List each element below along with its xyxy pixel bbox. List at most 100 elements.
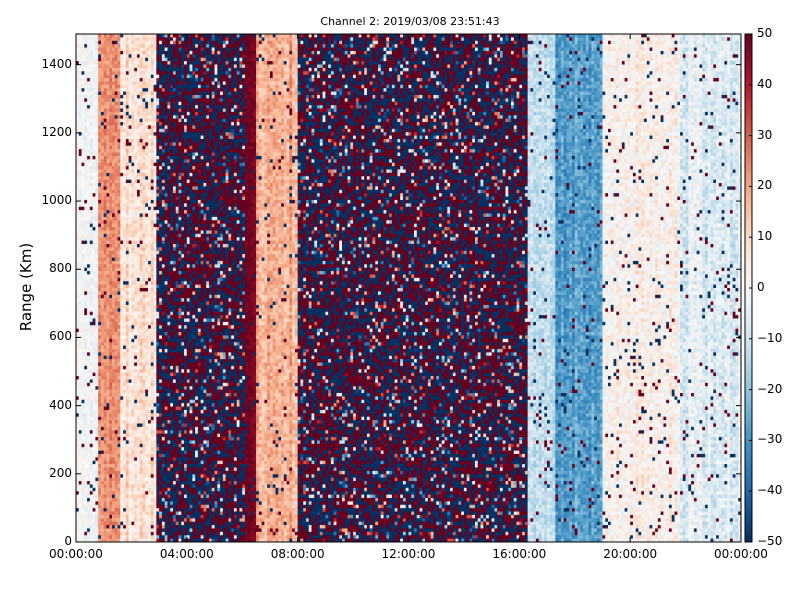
heatmap-cell bbox=[165, 115, 168, 119]
heatmap-cell bbox=[154, 410, 157, 414]
heatmap-cell bbox=[137, 78, 140, 82]
heatmap-cell bbox=[109, 183, 112, 187]
heatmap-cell bbox=[112, 522, 115, 526]
heatmap-cell bbox=[131, 142, 134, 146]
heatmap-cell bbox=[123, 484, 126, 488]
heatmap-cell bbox=[82, 515, 85, 519]
heatmap-cell bbox=[134, 508, 137, 512]
heatmap-cell bbox=[112, 217, 115, 221]
heatmap-cell bbox=[82, 264, 85, 268]
heatmap-cell bbox=[156, 213, 159, 217]
heatmap-cell bbox=[143, 339, 146, 343]
heatmap-cell bbox=[98, 81, 101, 85]
heatmap-cell bbox=[129, 132, 132, 136]
heatmap-cell bbox=[84, 102, 87, 106]
heatmap-cell bbox=[104, 109, 107, 113]
heatmap-cell bbox=[82, 363, 85, 367]
heatmap-cell bbox=[112, 484, 115, 488]
heatmap-cell bbox=[140, 274, 143, 278]
heatmap-cell bbox=[131, 339, 134, 343]
heatmap-cell bbox=[84, 451, 87, 455]
heatmap-cell bbox=[156, 508, 159, 512]
heatmap-cell bbox=[159, 190, 162, 194]
heatmap-cell bbox=[101, 471, 104, 475]
heatmap-cell bbox=[109, 417, 112, 421]
heatmap-cell bbox=[104, 352, 107, 356]
heatmap-cell bbox=[93, 393, 96, 397]
heatmap-cell bbox=[131, 210, 134, 214]
heatmap-cell bbox=[93, 295, 96, 299]
heatmap-cell bbox=[79, 379, 82, 383]
heatmap-cell bbox=[151, 369, 154, 373]
heatmap-cell bbox=[156, 48, 159, 52]
heatmap-cell bbox=[131, 193, 134, 197]
heatmap-cell bbox=[101, 383, 104, 387]
heatmap-cell bbox=[159, 430, 162, 434]
heatmap-cell bbox=[112, 190, 115, 194]
heatmap-cell bbox=[82, 528, 85, 532]
heatmap-cell bbox=[167, 34, 170, 38]
heatmap-cell bbox=[104, 34, 107, 38]
heatmap-cell bbox=[84, 390, 87, 394]
heatmap-cell bbox=[123, 420, 126, 424]
heatmap-cell bbox=[112, 129, 115, 133]
heatmap-cell bbox=[126, 129, 129, 133]
heatmap-cell bbox=[87, 159, 90, 163]
heatmap-cell bbox=[156, 525, 159, 529]
heatmap-cell bbox=[123, 58, 126, 62]
heatmap-cell bbox=[104, 98, 107, 102]
heatmap-cell bbox=[82, 217, 85, 221]
heatmap-cell bbox=[118, 342, 121, 346]
heatmap-cell bbox=[118, 88, 121, 92]
heatmap-cell bbox=[118, 183, 121, 187]
heatmap-cell bbox=[87, 515, 90, 519]
heatmap-cell bbox=[143, 129, 146, 133]
heatmap-cell bbox=[148, 210, 151, 214]
heatmap-cell bbox=[109, 71, 112, 75]
heatmap-cell bbox=[143, 285, 146, 289]
heatmap-cell bbox=[156, 200, 159, 204]
heatmap-cell bbox=[148, 44, 151, 48]
heatmap-cell bbox=[93, 210, 96, 214]
heatmap-cell bbox=[106, 315, 109, 319]
heatmap-cell bbox=[140, 332, 143, 336]
heatmap-cell bbox=[79, 515, 82, 519]
heatmap-cell bbox=[131, 98, 134, 102]
heatmap-cell bbox=[148, 461, 151, 465]
heatmap-cell bbox=[126, 312, 129, 316]
heatmap-cell bbox=[148, 335, 151, 339]
heatmap-cell bbox=[145, 522, 148, 526]
heatmap-cell bbox=[98, 312, 101, 316]
heatmap-cell bbox=[145, 61, 148, 65]
heatmap-cell bbox=[123, 390, 126, 394]
heatmap-cell bbox=[87, 305, 90, 309]
heatmap-cell bbox=[120, 193, 123, 197]
heatmap-cell bbox=[154, 169, 157, 173]
heatmap-cell bbox=[106, 132, 109, 136]
heatmap-cell bbox=[93, 71, 96, 75]
heatmap-cell bbox=[167, 92, 170, 96]
heatmap-cell bbox=[82, 166, 85, 170]
heatmap-cell bbox=[95, 274, 98, 278]
heatmap-cell bbox=[151, 98, 154, 102]
heatmap-cell bbox=[112, 390, 115, 394]
heatmap-cell bbox=[143, 505, 146, 509]
heatmap-cell bbox=[156, 136, 159, 140]
heatmap-cell bbox=[143, 471, 146, 475]
heatmap-cell bbox=[115, 349, 118, 353]
heatmap-cell bbox=[112, 109, 115, 113]
heatmap-cell bbox=[84, 379, 87, 383]
heatmap-cell bbox=[165, 525, 168, 529]
heatmap-cell bbox=[84, 200, 87, 204]
heatmap-cell bbox=[112, 410, 115, 414]
heatmap-cell bbox=[98, 146, 101, 150]
heatmap-cell bbox=[143, 142, 146, 146]
heatmap-cell bbox=[162, 522, 165, 526]
heatmap-cell bbox=[79, 363, 82, 367]
heatmap-cell bbox=[148, 122, 151, 126]
heatmap-cell bbox=[156, 186, 159, 190]
heatmap-cell bbox=[118, 234, 121, 238]
heatmap-cell bbox=[137, 447, 140, 451]
heatmap-cell bbox=[145, 207, 148, 211]
heatmap-cell bbox=[84, 203, 87, 207]
